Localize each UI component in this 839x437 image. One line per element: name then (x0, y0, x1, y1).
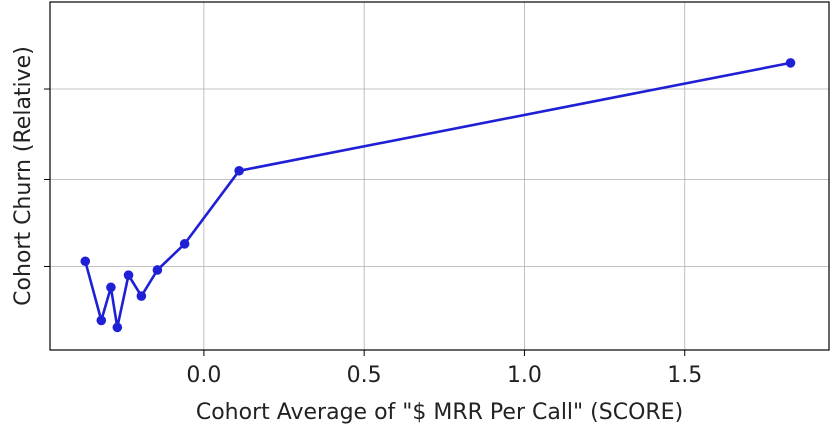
x-axis-label: Cohort Average of "$ MRR Per Call" (SCOR… (196, 400, 683, 425)
data-point (179, 239, 190, 249)
data-point (112, 322, 123, 333)
series (80, 58, 796, 333)
axis-ticks: 0.0 0.5 1.0 1.5 (44, 88, 702, 388)
data-point (234, 165, 244, 176)
x-tick-label: 0.5 (347, 363, 382, 388)
x-tick-label: 1.0 (507, 363, 542, 388)
data-point (136, 291, 147, 301)
data-point (106, 282, 116, 293)
y-axis-label: Cohort Churn (Relative) (11, 46, 36, 306)
data-point (785, 58, 796, 68)
x-tick-label: 0.0 (186, 363, 221, 388)
grid (50, 2, 829, 350)
plot-frame (49, 1, 830, 351)
series-line (84, 61, 791, 329)
data-point (96, 315, 107, 326)
x-tick-label: 1.5 (667, 363, 702, 388)
data-point (152, 265, 163, 275)
data-point (123, 270, 134, 280)
data-point (80, 256, 91, 267)
